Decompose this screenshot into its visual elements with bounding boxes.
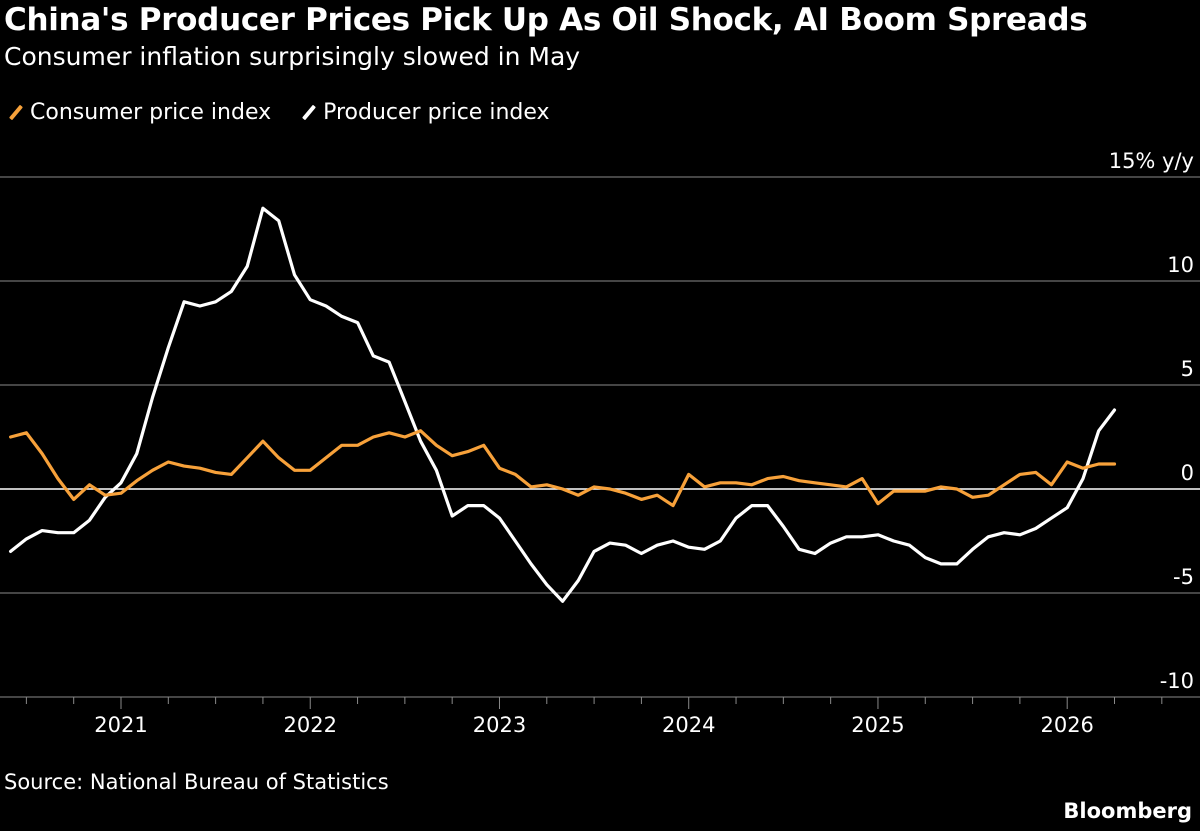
x-tick-label: 2021	[94, 713, 147, 737]
legend-label-cpi: Consumer price index	[30, 99, 272, 125]
series-line-ppi	[9, 206, 1117, 603]
y-tick-label: 10	[1167, 253, 1194, 277]
bloomberg-logo: Bloomberg	[1063, 799, 1192, 823]
x-tick-label: 2026	[1040, 713, 1093, 737]
chart-legend: Consumer price index Producer price inde…	[4, 97, 576, 127]
source-note: Source: National Bureau of Statistics	[4, 770, 389, 794]
legend-item-cpi: Consumer price index	[4, 100, 271, 125]
y-tick-label: 5	[1181, 357, 1194, 381]
legend-item-ppi: Producer price index	[297, 99, 550, 125]
chart-subtitle: Consumer inflation surprisingly slowed i…	[4, 42, 581, 71]
x-tick-label: 2025	[851, 713, 904, 737]
y-tick-label: -5	[1173, 565, 1194, 589]
y-tick-label: 15% y/y	[1109, 149, 1194, 173]
chart-title: China's Producer Prices Pick Up As Oil S…	[4, 2, 1088, 38]
y-tick-label: -10	[1160, 669, 1194, 693]
series-line-cpi	[9, 429, 1117, 508]
x-tick-label: 2022	[284, 713, 337, 737]
y-tick-label: 0	[1181, 461, 1194, 485]
legend-label-ppi: Producer price index	[323, 99, 550, 125]
x-tick-label: 2023	[473, 713, 526, 737]
x-tick-label: 2024	[662, 713, 715, 737]
